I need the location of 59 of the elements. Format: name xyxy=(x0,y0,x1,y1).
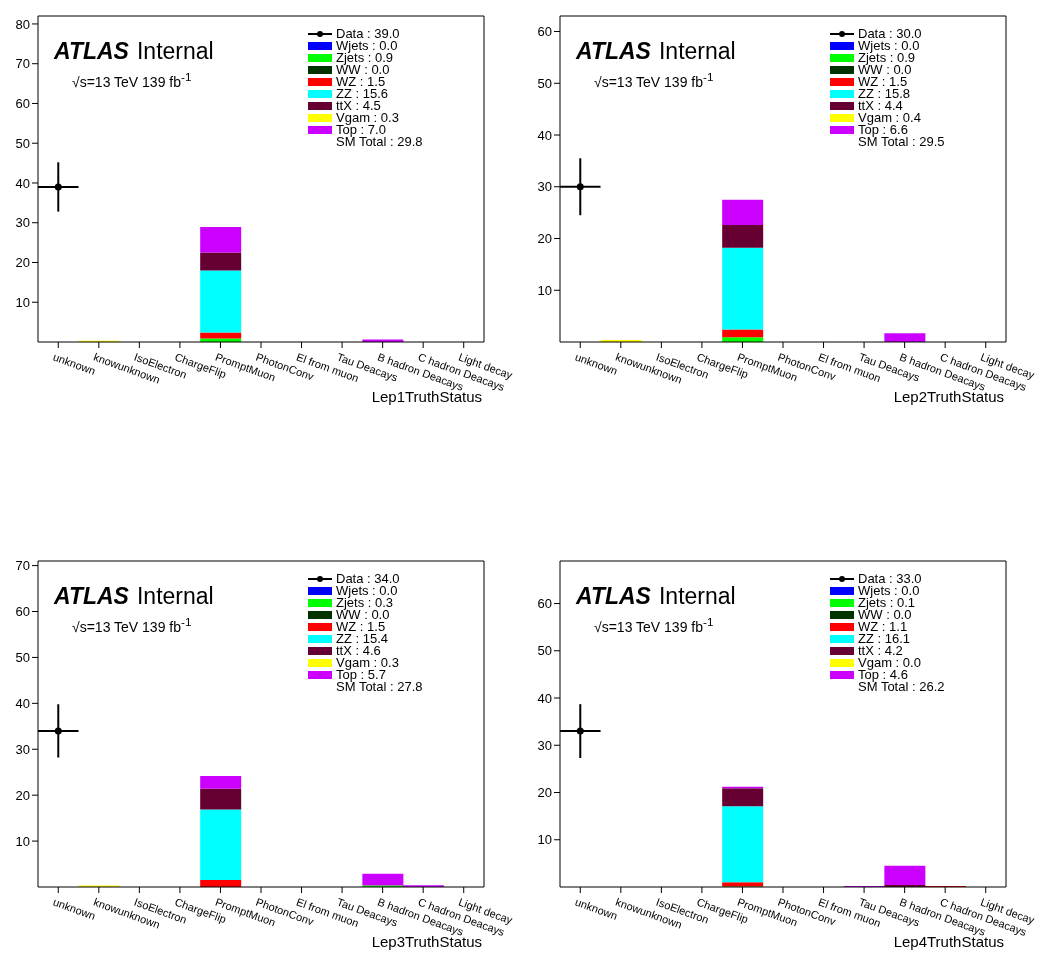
legend-label: ttX : 4.4 xyxy=(858,98,903,113)
y-tick-label: 10 xyxy=(15,833,30,849)
y-tick-label: 40 xyxy=(15,695,30,711)
legend-label: Vgam : 0.4 xyxy=(858,110,921,125)
y-tick-label: 50 xyxy=(537,75,552,91)
y-tick-label: 30 xyxy=(15,741,30,757)
text: √s=13 TeV 139 fb$^{-1}$ xyxy=(72,70,192,90)
legend-label: Vgam : 0.0 xyxy=(858,655,921,670)
legend-label: ZZ : 15.6 xyxy=(336,86,389,101)
y-tick-label: 20 xyxy=(537,785,552,801)
y-tick-label: 70 xyxy=(15,56,30,72)
legend-label: Data : 30.0 xyxy=(858,26,922,41)
y-tick-label: 50 xyxy=(15,650,30,666)
y-tick-label: 10 xyxy=(15,294,30,310)
legend-label: ttX : 4.6 xyxy=(336,643,381,658)
y-tick-label: 30 xyxy=(15,215,30,231)
y-tick-label: 20 xyxy=(15,255,30,271)
y-tick-label: 10 xyxy=(537,832,552,848)
y-tick-label: 30 xyxy=(537,737,552,753)
legend-label: Vgam : 0.3 xyxy=(336,655,399,670)
y-tick-label: 80 xyxy=(15,16,30,32)
text: ATLAS Internal xyxy=(576,583,736,609)
y-tick-label: 20 xyxy=(15,787,30,803)
legend-label: WZ : 1.5 xyxy=(336,74,386,89)
legend-label: Wjets : 0.0 xyxy=(858,38,920,53)
legend-label: Data : 33.0 xyxy=(858,571,922,586)
y-tick-label: 50 xyxy=(15,135,30,151)
legend-label: Vgam : 0.3 xyxy=(336,110,399,125)
y-tick-label: 60 xyxy=(15,604,30,620)
y-tick-label: 60 xyxy=(537,24,552,40)
legend-label: ttX : 4.5 xyxy=(336,98,381,113)
text: √s=13 TeV 139 fb$^{-1}$ xyxy=(594,70,714,90)
y-tick-label: 10 xyxy=(537,282,552,298)
legend-label: Data : 39.0 xyxy=(336,26,400,41)
text: √s=13 TeV 139 fb$^{-1}$ xyxy=(594,615,714,635)
y-tick-label: 40 xyxy=(537,690,552,706)
text: ATLAS Internal xyxy=(54,583,214,609)
y-tick-label: 60 xyxy=(537,596,552,612)
y-tick-label: 50 xyxy=(537,643,552,659)
legend-label: ZZ : 16.1 xyxy=(858,631,911,646)
legend-label: ZZ : 15.8 xyxy=(858,86,911,101)
legend-label: Wjets : 0.0 xyxy=(336,38,398,53)
y-tick-label: 60 xyxy=(15,96,30,112)
text: √s=13 TeV 139 fb$^{-1}$ xyxy=(72,615,192,635)
y-tick-label: 40 xyxy=(15,175,30,191)
legend-label: WZ : 1.5 xyxy=(858,74,908,89)
legend-label: Wjets : 0.0 xyxy=(858,583,920,598)
y-tick-label: 70 xyxy=(15,558,30,574)
legend-label: Wjets : 0.0 xyxy=(336,583,398,598)
legend-label: ZZ : 15.4 xyxy=(336,631,389,646)
y-tick-label: 30 xyxy=(537,179,552,195)
legend-label: ttX : 4.2 xyxy=(858,643,903,658)
legend-label: WZ : 1.5 xyxy=(336,619,386,634)
legend-label: WZ : 1.1 xyxy=(858,619,908,634)
y-tick-label: 20 xyxy=(537,231,552,247)
text: ATLAS Internal xyxy=(54,38,214,64)
legend-label: Data : 34.0 xyxy=(336,571,400,586)
text: ATLAS Internal xyxy=(576,38,736,64)
y-tick-label: 40 xyxy=(537,127,552,143)
